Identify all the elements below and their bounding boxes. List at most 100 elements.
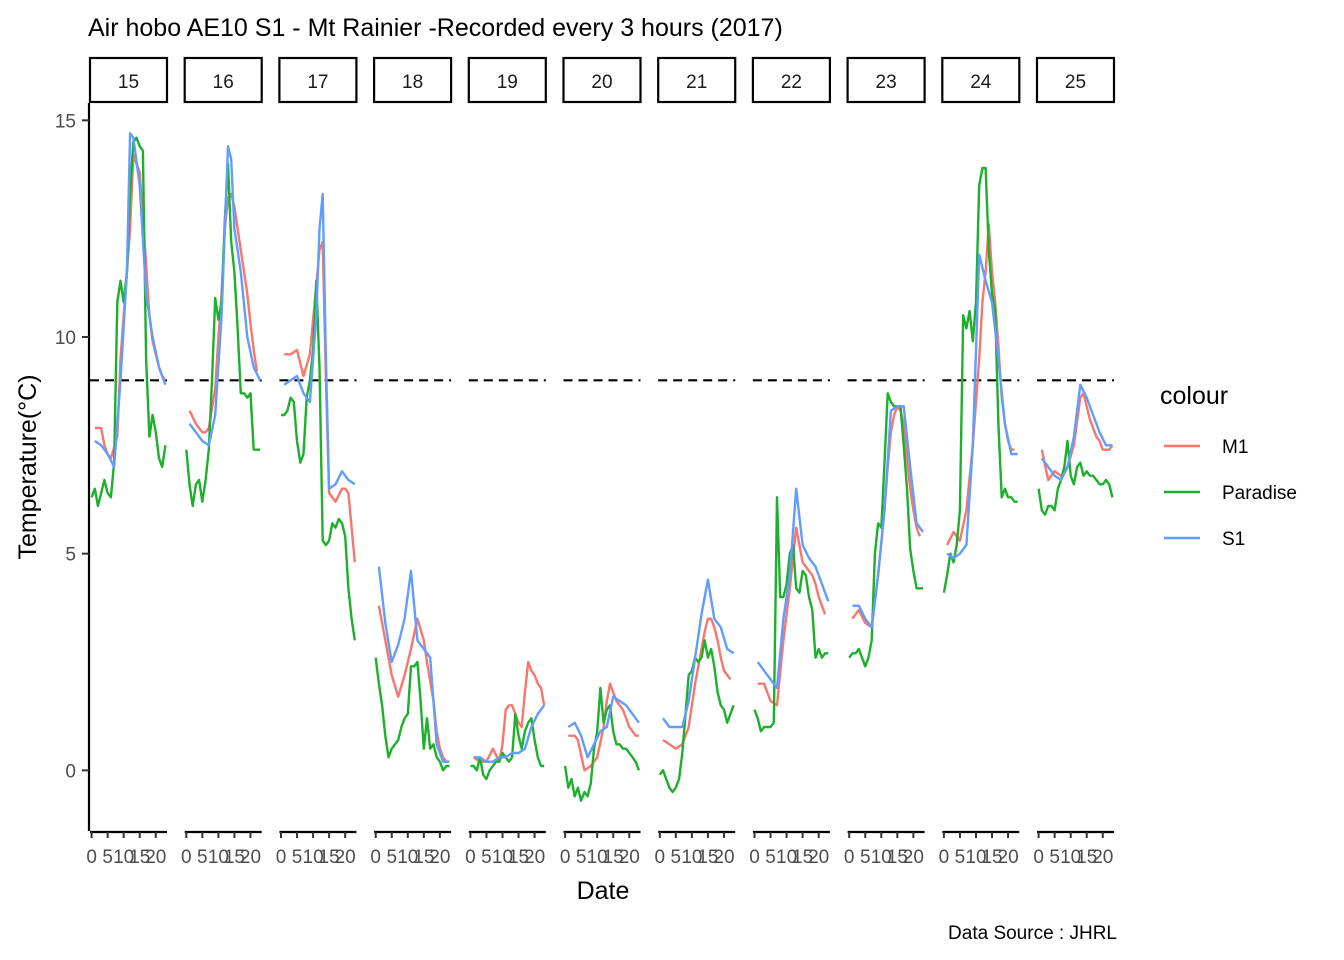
- facet-strip-25: [1035, 56, 1116, 104]
- x-tick-label: 10: [681, 847, 702, 868]
- x-tick-label: 5: [102, 847, 113, 868]
- series-line-s1-19: [473, 704, 546, 763]
- x-tick-label: 20: [998, 847, 1019, 868]
- x-tick-label: 20: [713, 847, 734, 868]
- chart-title: Air hobo AE10 S1 - Mt Rainier -Recorded …: [88, 14, 783, 42]
- facet-strip-22: [751, 56, 832, 104]
- series-line-paradise-19: [470, 712, 545, 781]
- x-tick-label: 10: [303, 847, 324, 868]
- series-line-s1-15: [94, 132, 167, 469]
- series-lines: [90, 132, 1114, 802]
- x-tick-label: 20: [619, 847, 640, 868]
- facet-strip-20: [562, 56, 642, 104]
- x-tick-label: 15: [319, 847, 340, 868]
- x-tick-label: 10: [776, 847, 797, 868]
- y-tick-label: 15: [55, 111, 76, 132]
- series-line-s1-17: [283, 192, 356, 490]
- x-tick-label: 10: [1060, 847, 1081, 868]
- legend: colour M1 Paradise S1: [1160, 382, 1297, 550]
- x-tick-label: 20: [903, 847, 924, 868]
- facet-strip-17: [278, 56, 358, 104]
- facet-strip-18: [373, 56, 453, 104]
- x-tick-label: 10: [871, 847, 892, 868]
- series-line-paradise-16: [185, 162, 261, 508]
- x-tick-label: 0: [370, 847, 381, 868]
- x-tick-label: 0: [560, 847, 571, 868]
- x-tick-label: 20: [429, 847, 450, 868]
- facet-strip-24: [941, 56, 1021, 104]
- x-tick-label: 10: [587, 847, 608, 868]
- x-tick-label: 10: [397, 847, 418, 868]
- x-tick-label: 15: [792, 847, 813, 868]
- series-line-paradise-21: [658, 639, 735, 794]
- legend-keys: M1 Paradise S1: [1164, 437, 1297, 550]
- y-tick-label: 5: [65, 545, 76, 566]
- x-axis-title: Date: [577, 877, 630, 905]
- facet-strip-21: [657, 56, 737, 104]
- series-line-s1-21: [662, 578, 735, 729]
- series-line-s1-20: [567, 695, 640, 759]
- series-line-m1-16: [188, 192, 259, 434]
- x-tick-label: 0: [749, 847, 760, 868]
- facet-strip-label: 15: [118, 72, 139, 93]
- facet-strips: 15 16 17 18 19 20 21 22 23 24 25: [88, 56, 1116, 104]
- x-tick-label: 20: [145, 847, 166, 868]
- x-tick-label: 20: [240, 847, 261, 868]
- x-tick-label: 15: [981, 847, 1002, 868]
- series-line-paradise-25: [1037, 439, 1114, 516]
- y-tick-label: 0: [65, 761, 76, 782]
- x-tick-label: 15: [224, 847, 245, 868]
- facet-strip-label: 18: [402, 72, 423, 93]
- series-line-m1-19: [472, 660, 546, 763]
- x-tick-label: 0: [276, 847, 287, 868]
- x-tick-label: 5: [481, 847, 492, 868]
- series-line-m1-25: [1040, 392, 1114, 482]
- facet-strip-15: [88, 56, 169, 104]
- legend-label-m1: M1: [1222, 437, 1248, 458]
- facet-strip-16: [183, 56, 263, 104]
- facet-strip-23: [846, 56, 926, 104]
- caption: Data Source : JHRL: [948, 923, 1117, 944]
- x-tick-label: 15: [887, 847, 908, 868]
- x-tick-label: 15: [413, 847, 434, 868]
- facet-strip-19: [467, 56, 547, 104]
- x-tick-label: 15: [508, 847, 529, 868]
- x-tick-label: 5: [197, 847, 208, 868]
- x-tick-label: 20: [335, 847, 356, 868]
- facet-strip-label: 21: [686, 72, 707, 93]
- y-axis-title: Temperature(°C): [14, 374, 42, 559]
- x-tick-label: 5: [386, 847, 397, 868]
- series-line-paradise-18: [374, 657, 450, 772]
- x-tick-label: 20: [808, 847, 829, 868]
- x-tick-label: 0: [181, 847, 192, 868]
- x-tick-label: 0: [465, 847, 476, 868]
- x-tick-label: 10: [113, 847, 134, 868]
- x-tick-label: 5: [860, 847, 871, 868]
- facet-strip-label: 22: [781, 72, 802, 93]
- series-line-paradise-23: [848, 392, 923, 668]
- x-tick-label: 5: [292, 847, 303, 868]
- facet-strip-label: 19: [497, 72, 518, 93]
- x-tick-label: 0: [1033, 847, 1044, 868]
- series-line-s1-23: [852, 405, 924, 629]
- series-line-paradise-20: [563, 686, 641, 802]
- x-tick-label: 10: [492, 847, 513, 868]
- y-tick-label: 10: [55, 328, 76, 349]
- x-tick-label: 10: [965, 847, 986, 868]
- series-line-paradise-17: [281, 279, 356, 641]
- series-line-m1-21: [662, 617, 732, 750]
- x-tick-label: 0: [86, 847, 97, 868]
- facet-strip-label: 16: [213, 72, 234, 93]
- x-tick-label: 15: [697, 847, 718, 868]
- series-line-m1-20: [568, 682, 639, 772]
- x-tick-label: 5: [765, 847, 776, 868]
- facet-strip-label: 25: [1065, 72, 1086, 93]
- x-tick-label: 0: [939, 847, 950, 868]
- y-axis: 0 5 10 15: [55, 103, 91, 831]
- x-tick-label: 15: [603, 847, 624, 868]
- facet-strip-label: 17: [307, 72, 328, 93]
- series-line-s1-22: [756, 487, 830, 690]
- x-tick-label: 20: [524, 847, 545, 868]
- series-line-paradise-22: [753, 496, 829, 733]
